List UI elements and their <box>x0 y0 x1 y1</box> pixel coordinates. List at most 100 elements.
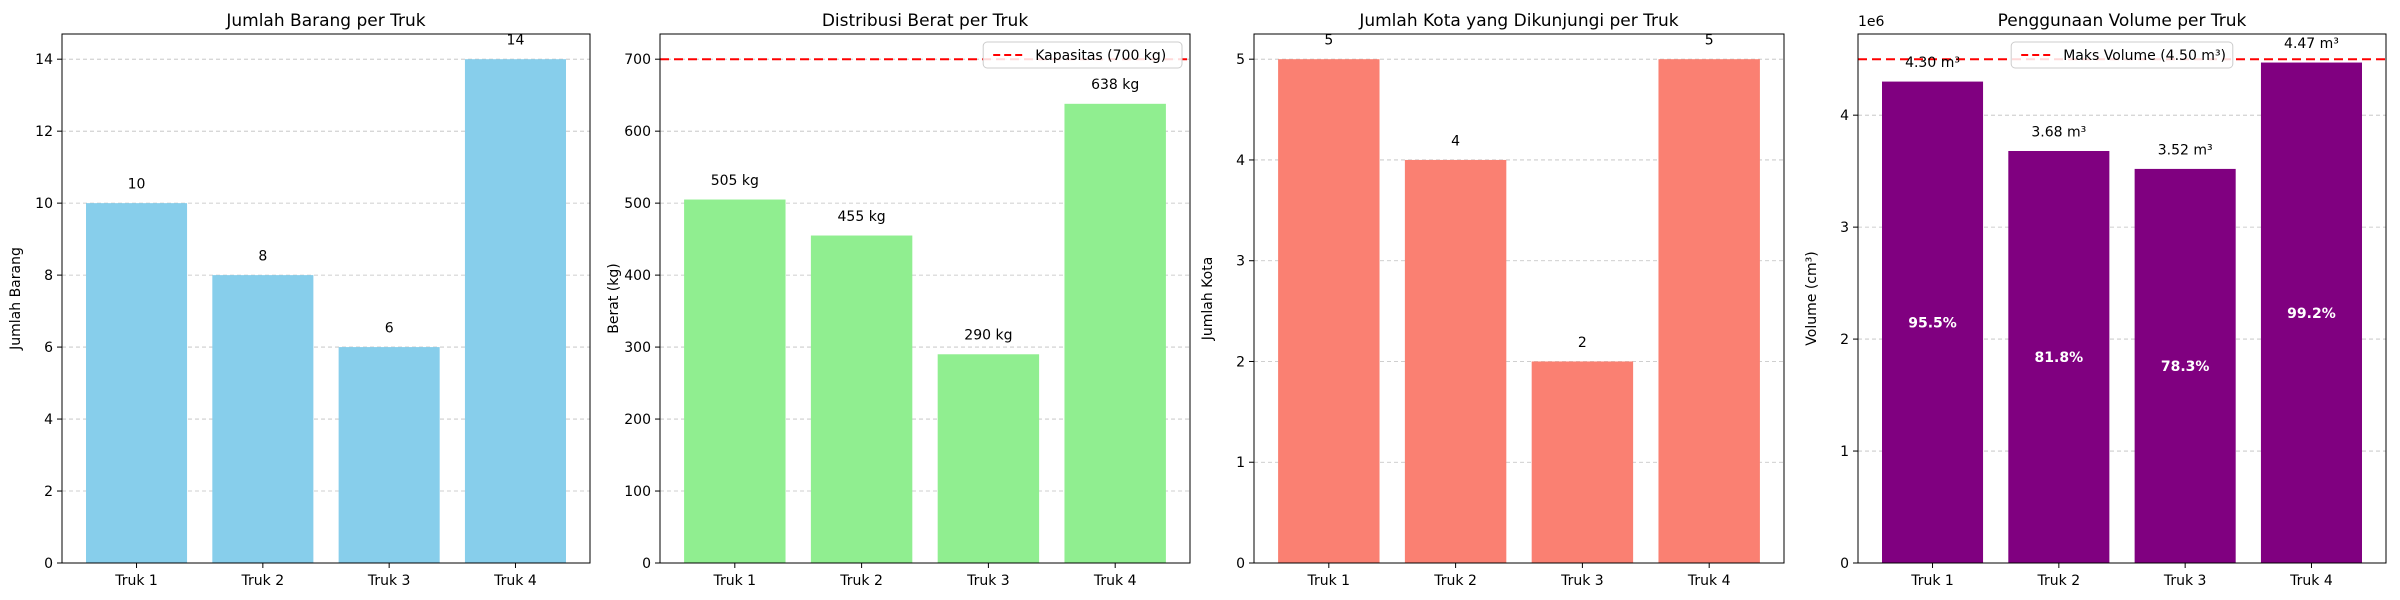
y-axis-label: Jumlah Kota <box>1200 257 1216 342</box>
x-tick-label: Truk 3 <box>2163 573 2207 589</box>
y-tick-label: 100 <box>624 484 651 500</box>
x-tick-label: Truk 1 <box>1910 573 1954 589</box>
data-label: 14 <box>507 33 525 49</box>
x-tick-label: Truk 1 <box>1307 573 1351 589</box>
y-tick-label: 2 <box>1840 332 1849 348</box>
axis-multiplier: 1e6 <box>1858 14 1885 30</box>
bar-truk-4 <box>1658 59 1760 563</box>
bar-truk-4 <box>464 59 566 563</box>
y-axis-label: Jumlah Barang <box>8 247 24 351</box>
y-tick-label: 1 <box>1236 455 1245 471</box>
data-label: 2 <box>1578 335 1587 351</box>
bar-truk-1 <box>1882 81 1984 564</box>
data-label: 5 <box>1324 33 1333 49</box>
bar-truk-4 <box>2260 62 2362 564</box>
y-tick-label: 200 <box>624 412 651 428</box>
legend: Maks Volume (4.50 m³) <box>2010 41 2234 69</box>
y-tick-label: 12 <box>35 124 53 140</box>
y-tick-label: 3 <box>1236 254 1245 270</box>
data-label: 505 kg <box>711 173 759 189</box>
x-tick-label: Truk 1 <box>114 573 158 589</box>
y-tick-label: 2 <box>1236 354 1245 370</box>
y-tick-label: 400 <box>624 268 651 284</box>
x-tick-label: Truk 1 <box>713 573 757 589</box>
x-tick-label: Truk 3 <box>1560 573 1604 589</box>
legend: Kapasitas (700 kg) <box>982 41 1183 69</box>
chart-panel-4: Penggunaan Volume per Truk 4.30 m³ 3.68 m³… <box>1804 11 2387 589</box>
x-tick-label: Truk 4 <box>1093 573 1137 589</box>
chart-title: Distribusi Berat per Truk <box>822 11 1028 31</box>
bar-truk-2 <box>212 275 314 563</box>
bar-truk-1 <box>684 199 786 563</box>
y-tick-label: 0 <box>1236 556 1245 572</box>
y-tick-label: 600 <box>624 124 651 140</box>
y-tick-label: 0 <box>44 556 53 572</box>
bar-truk-2 <box>810 235 913 563</box>
y-tick-label: 14 <box>35 52 53 68</box>
legend-label: Kapasitas (700 kg) <box>1035 48 1166 64</box>
percentage-label: 99.2% <box>2287 306 2336 322</box>
y-tick-label: 6 <box>44 340 53 356</box>
x-tick-label: Truk 3 <box>966 573 1010 589</box>
data-label: 4.30 m³ <box>1905 55 1960 71</box>
x-tick-label: Truk 2 <box>241 573 285 589</box>
data-label: 8 <box>258 249 267 265</box>
data-label: 5 <box>1705 33 1714 49</box>
axes-frame <box>1857 33 2387 564</box>
y-tick-label: 5 <box>1236 52 1245 68</box>
percentage-label: 78.3% <box>2161 359 2210 375</box>
y-tick-label: 2 <box>44 484 53 500</box>
axes-frame <box>1253 33 1785 564</box>
x-tick-label: Truk 4 <box>2289 573 2333 589</box>
data-label: 290 kg <box>964 328 1012 344</box>
chart-title: Penggunaan Volume per Truk <box>1998 11 2247 31</box>
chart-title: Jumlah Kota yang Dikunjungi per Truk <box>1358 11 1678 31</box>
data-label: 6 <box>385 321 394 337</box>
bar-truk-3 <box>2134 168 2236 563</box>
y-tick-label: 0 <box>642 556 651 572</box>
x-tick-label: Truk 4 <box>1687 573 1731 589</box>
y-tick-label: 4 <box>44 412 53 428</box>
y-tick-label: 500 <box>624 196 651 212</box>
axes-frame <box>659 33 1191 564</box>
y-tick-label: 0 <box>1840 556 1849 572</box>
data-label: 4 <box>1451 133 1460 149</box>
chart-panel-2: Distribusi Berat per Truk 505 kg 455 kg 290… <box>606 11 1191 589</box>
y-tick-label: 4 <box>1236 153 1245 169</box>
y-axis-label: Volume (cm³) <box>1804 251 1820 345</box>
legend-label: Maks Volume (4.50 m³) <box>2063 48 2226 64</box>
x-tick-label: Truk 2 <box>2037 573 2081 589</box>
data-label: 10 <box>128 177 146 193</box>
y-axis-label: Berat (kg) <box>606 263 622 333</box>
y-tick-label: 300 <box>624 340 651 356</box>
chart-panel-3: Jumlah Kota yang Dikunjungi per Truk 5 4 2 5… <box>1200 11 1785 589</box>
y-tick-label: 3 <box>1840 220 1849 236</box>
y-tick-label: 1 <box>1840 444 1849 460</box>
chart-panel-1: Jumlah Barang per Truk 10 8 6 14 0 2 4 6 8 10 12 14 T… <box>8 11 591 589</box>
y-tick-label: 4 <box>1840 108 1849 124</box>
x-tick-label: Truk 4 <box>493 573 537 589</box>
bar-truk-3 <box>1531 361 1634 563</box>
data-label: 3.52 m³ <box>2158 142 2213 158</box>
bar-truk-2 <box>2008 150 2110 563</box>
data-label: 3.68 m³ <box>2031 124 2086 140</box>
axes-frame <box>61 33 591 564</box>
y-tick-label: 700 <box>624 52 651 68</box>
percentage-label: 95.5% <box>1908 315 1957 331</box>
bar-truk-1 <box>1278 59 1380 563</box>
data-label: 455 kg <box>838 209 886 225</box>
percentage-label: 81.8% <box>2035 350 2084 366</box>
chart-title: Jumlah Barang per Truk <box>225 11 425 31</box>
legend-box <box>982 41 1183 69</box>
bar-truk-4 <box>1064 103 1166 564</box>
y-tick-label: 10 <box>35 196 53 212</box>
data-label: 4.47 m³ <box>2284 36 2339 52</box>
bar-truk-3 <box>338 347 440 563</box>
bar-truk-1 <box>86 203 188 563</box>
y-tick-label: 8 <box>44 268 53 284</box>
bar-truk-2 <box>1404 159 1507 563</box>
bar-truk-3 <box>937 354 1040 563</box>
data-label: 638 kg <box>1091 77 1139 93</box>
x-tick-label: Truk 2 <box>839 573 883 589</box>
